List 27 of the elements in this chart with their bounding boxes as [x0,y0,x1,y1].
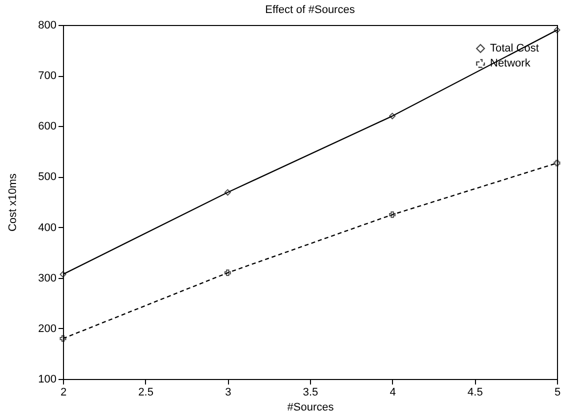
x-axis-title: #Sources [287,402,334,414]
x-tick-label: 4 [390,386,396,398]
point [60,271,66,278]
x-tick-label: 5 [554,386,561,398]
y-tick-label: 800 [38,20,56,32]
point [389,112,396,120]
y-tick-label: 400 [38,222,56,234]
y-tick-label: 200 [38,322,56,335]
x-tick-label: 2 [60,386,67,398]
x-tick-label: 3 [225,386,232,398]
y-tick-label: 500 [38,171,56,184]
point [60,335,66,342]
y-tick-label: 600 [38,120,56,133]
x-tick-label: 4.5 [468,386,483,398]
x-tick-label: 3.5 [302,386,318,398]
point [554,160,560,166]
y-tick-label: 100 [38,374,56,386]
legend-label: Network [490,58,531,70]
point [554,26,560,34]
y-tick-label: 300 [38,272,56,284]
x-tick-label: 2.5 [138,386,154,398]
point [224,270,231,276]
chart-title: Effect of #Sources [265,4,356,16]
point [224,189,231,196]
y-axis-title: Cost x10ms [7,172,20,232]
y-tick-label: 700 [38,70,56,82]
point [389,211,396,218]
